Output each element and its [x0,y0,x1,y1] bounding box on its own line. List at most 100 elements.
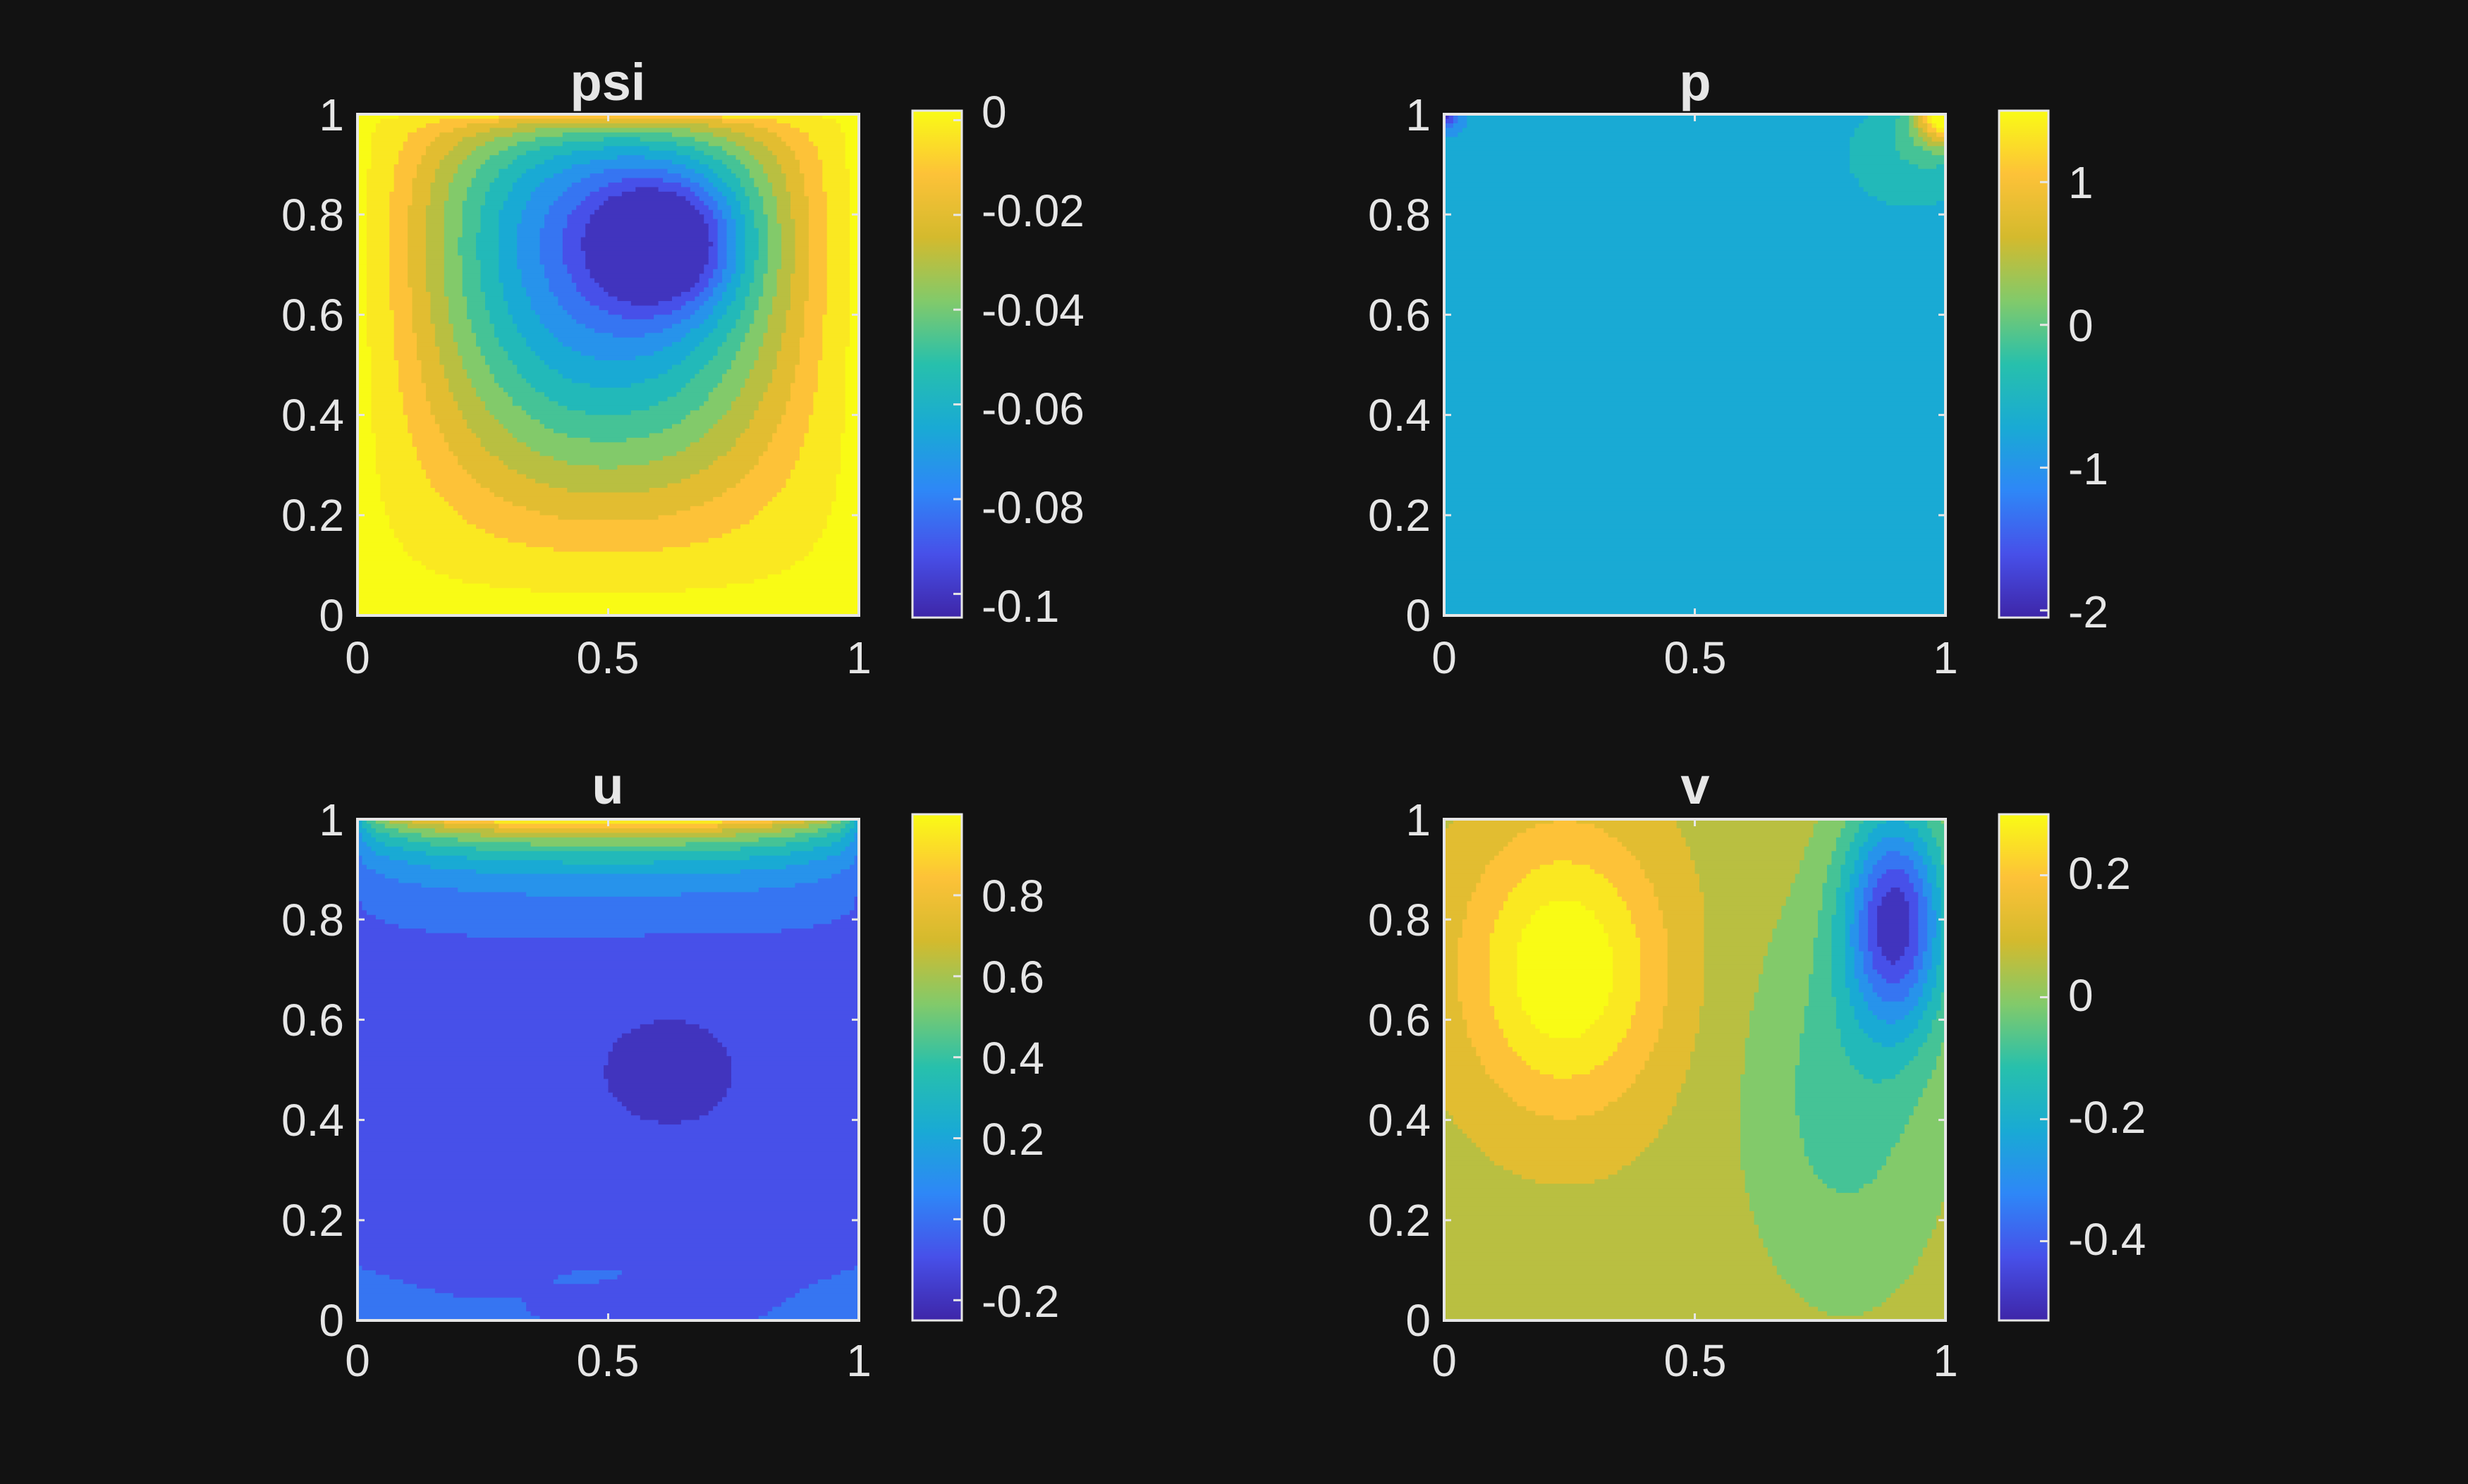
p-contour-band [1444,351,1945,357]
psi-contour-band [448,387,477,393]
psi-contour-band [389,241,408,247]
v-contour-band [1936,869,1945,875]
psi-contour-band [745,233,759,238]
v-contour-band [1900,979,1919,984]
psi-contour-band [544,264,568,270]
u-contour-band [786,1297,859,1303]
u-contour-band [362,855,390,861]
v-contour-band [1498,851,1632,857]
v-contour-band [1941,1047,1945,1053]
v-contour-band [1444,910,1467,916]
p-contour-band [1458,114,1467,120]
psi-contour-band [408,219,427,224]
psi-contour-band [758,351,778,357]
psi-contour-band [417,346,440,352]
v-contour-band [1909,992,1924,998]
psi-contour-band [749,200,764,206]
v-plot-area [1444,819,1945,1320]
p-contour-band [1444,565,1945,570]
psi-contour-band [617,155,645,161]
v-contour-band [1444,955,1458,961]
v-contour-band [1863,887,1874,893]
psi-contour-band [403,141,432,147]
psi-contour-band [503,200,527,206]
v-contour-band [1444,1110,1450,1116]
psi-contour-band [508,351,536,357]
psi-contour-band [458,241,477,247]
p-contour-band [1444,510,1945,516]
u-contour-band [358,919,386,925]
v-contour-band [1840,864,1855,870]
v-contour-band [1704,992,1755,998]
v-contour-band [1854,1014,1878,1020]
p-contour-band [1895,128,1910,133]
psi-contour-band [704,364,732,370]
psi-contour-band [526,205,550,211]
psi-contour-band [412,196,432,202]
psi-contour-band [375,470,427,475]
psi-contour-band [822,342,850,348]
v-contour-band [1941,1210,1945,1216]
psi-contour-band [425,209,445,215]
v-contour-band [1918,1261,1945,1267]
psi-contour-band [567,264,586,270]
psi-contour-band [680,337,704,343]
psi-contour-band [425,264,445,270]
v-contour-band [1845,933,1850,938]
psi-contour-band [462,219,482,224]
v-contour-band [1617,887,1654,893]
v-contour-band [1535,1110,1595,1116]
v-contour-band [1927,901,1933,907]
psi-contour-band [562,250,586,256]
v-contour-band [1931,938,1942,943]
u-contour-band [408,837,458,842]
u-contour-band [358,1019,654,1025]
v-contour-band [1785,1279,1905,1284]
psi-contour-band [462,283,482,288]
psi-contour-band [630,301,659,307]
v-contour-band [1535,1179,1595,1184]
u-contour-band [358,951,859,957]
v-contour-band [1526,873,1604,879]
u-contour-band [358,1270,377,1275]
v-contour-band [1444,1074,1491,1080]
v-contour-band [1936,842,1945,847]
v-contour-band [1941,1001,1945,1007]
u-contour-band [731,1056,859,1062]
v-contour-band [1521,933,1609,938]
p-contour-band [1444,460,1945,466]
psi-contour-band [708,237,719,243]
psi-contour-band [695,205,709,211]
psi-contour-band [671,324,700,329]
psi-contour-band [776,274,791,279]
u-contour-band [758,837,810,842]
u-contour-band [358,1288,436,1294]
psi-contour-band [680,479,741,484]
u-contour-band [831,873,859,879]
psi-contour-band [398,369,422,375]
u-contour-band [630,1029,709,1034]
v-contour-band [1868,851,1887,857]
v-contour-band [1850,928,1859,934]
v-contour-band [1859,910,1869,916]
psi-contour-band [553,333,613,338]
psi-contour-band [412,296,432,302]
psi-cb-tick-3: -0.06 [982,384,1085,434]
psi-contour-band [717,223,728,229]
v-contour-band [1654,883,1700,888]
psi-contour-band [393,187,413,192]
v-contour-band [1809,1156,1887,1162]
p-contour-band [1444,570,1945,575]
v-contour-band [1603,928,1637,934]
v-contour-band [1918,974,1928,979]
psi-contour-band [371,159,399,165]
v-contour-band [1676,1101,1741,1107]
v-contour-band [1904,819,1928,825]
v-contour-band [1535,910,1595,916]
v-contour-band [1444,878,1482,884]
u-contour-band [699,1115,859,1121]
psi-contour-band [526,337,558,343]
psi-contour-band [845,150,859,156]
u-contour-band [526,892,682,897]
v-contour-band [1608,1001,1637,1007]
